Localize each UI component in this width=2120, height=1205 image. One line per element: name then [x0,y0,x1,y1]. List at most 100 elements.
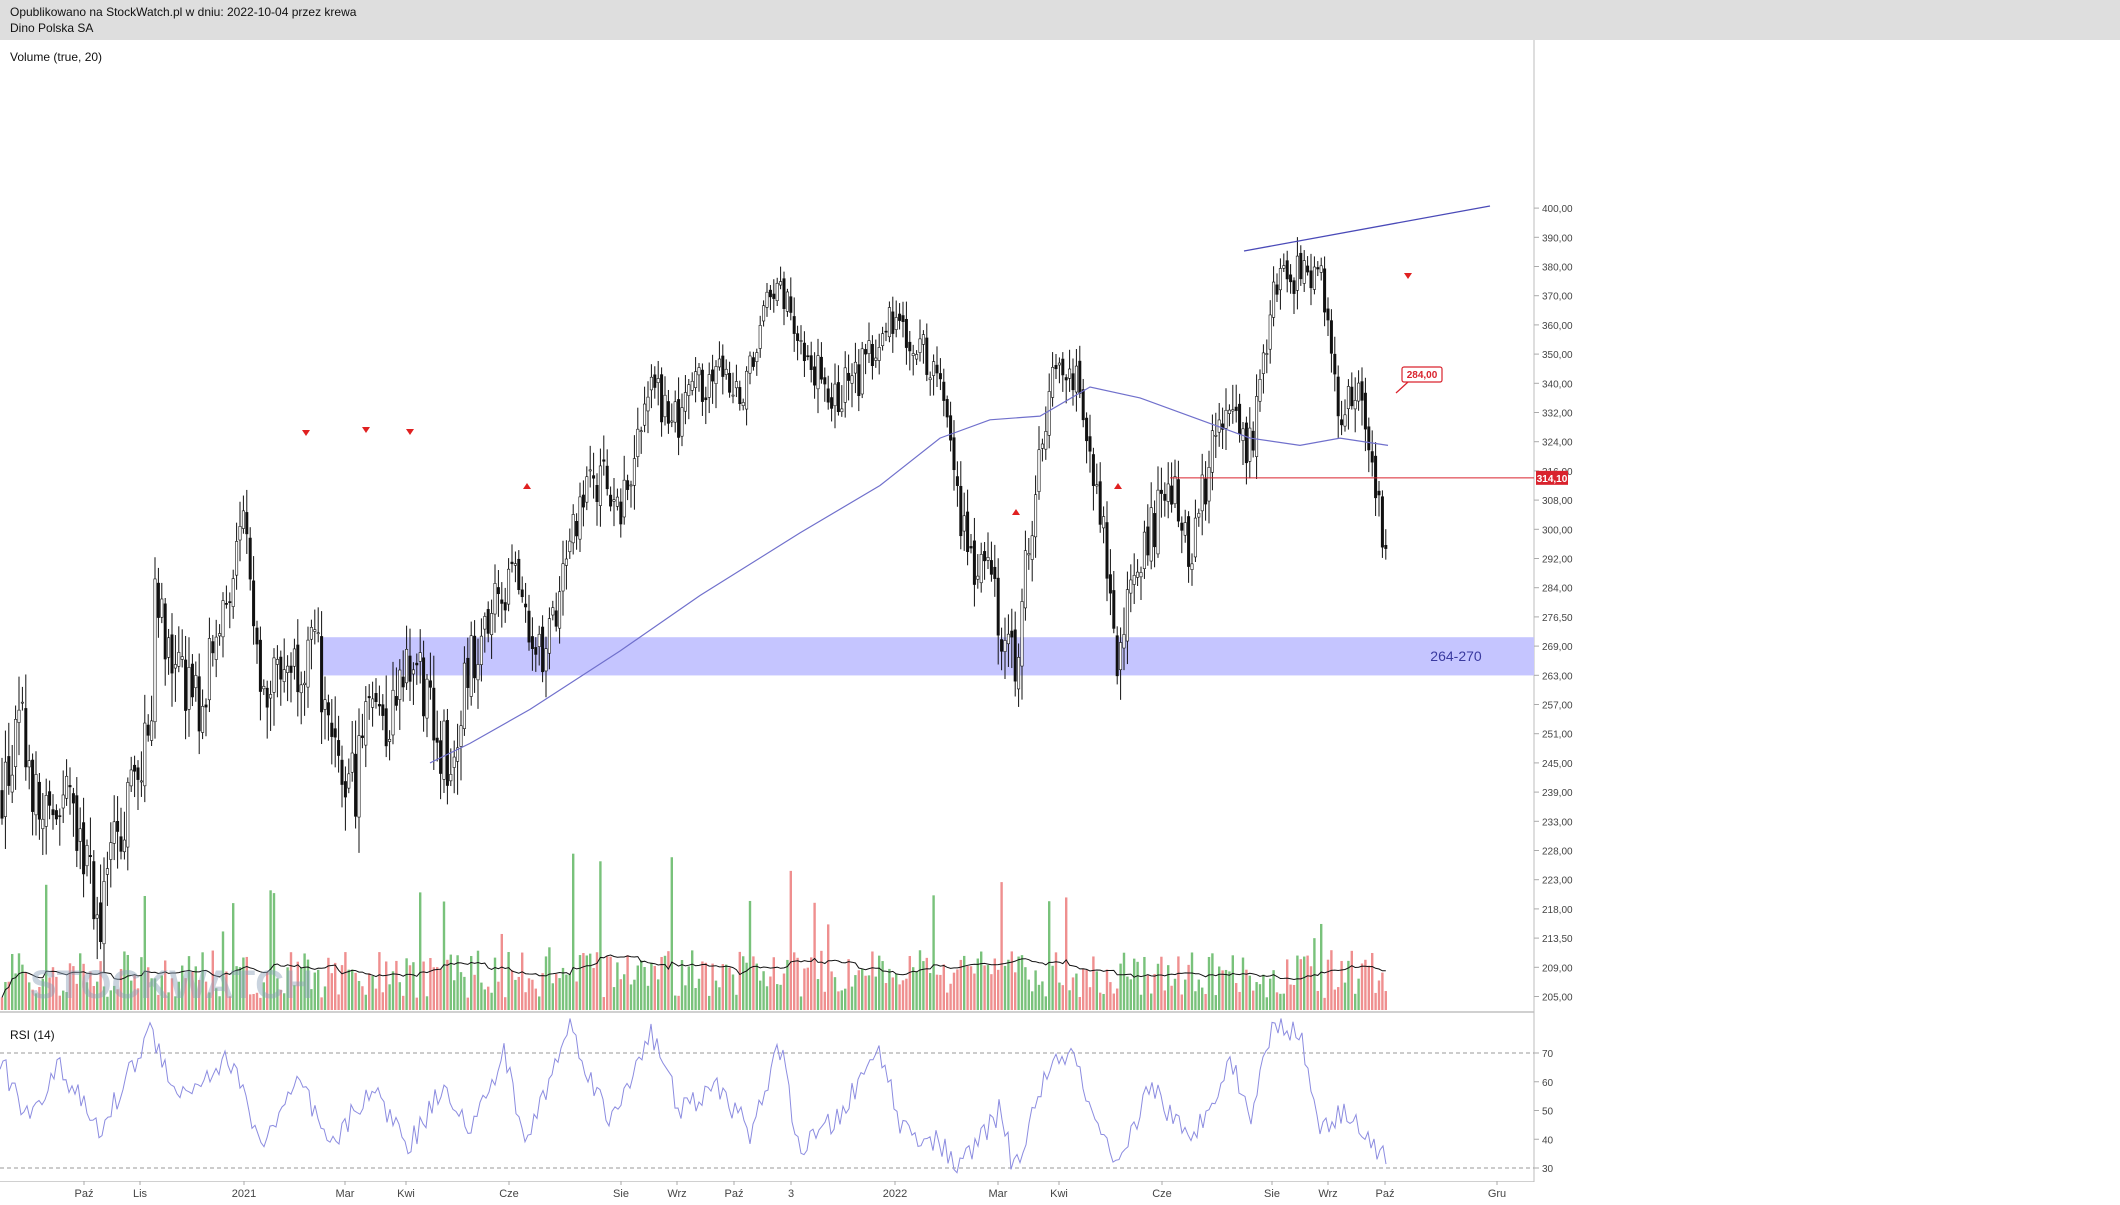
stockwatch-watermark: STOCKWATCH [30,963,313,1007]
volume-bar [1316,990,1319,1010]
volume-bar [466,997,469,1010]
volume-bar [1037,984,1041,1010]
volume-bar [1204,993,1207,1010]
candle-body [1258,379,1262,402]
candle-body [554,610,558,627]
volume-bar [1003,965,1007,1010]
volume-bar [1068,990,1071,1010]
candle-body [547,618,551,654]
support-zone-label: 264-270 [1430,648,1482,664]
volume-bar [1112,993,1115,1010]
volume-bar [1258,984,1262,1010]
volume-bar [684,985,687,1010]
target-callout-box[interactable] [1401,366,1443,383]
volume-bar [1041,981,1044,1010]
volume-bar [1160,956,1163,1010]
candle-body [432,687,436,741]
time-tick-label: Paź [75,1188,94,1200]
volume-bar [803,968,806,1010]
time-tick-label: Wrz [667,1188,686,1200]
candle-body [751,357,755,367]
candle-body [867,340,871,355]
candle-body [133,764,137,772]
candle-body [146,724,150,736]
candle-body [1374,455,1378,499]
candle-body [218,633,222,637]
candle-body [1176,479,1180,522]
candle-body [551,607,555,616]
volume-bar [211,950,214,1010]
candle-body [156,582,160,618]
candle-body [942,381,946,401]
volume-bar [14,973,17,1010]
volume-bar [1377,980,1381,1010]
candle-body [1302,260,1306,284]
volume-bar [524,992,527,1010]
candle-body [1210,430,1214,473]
candle-body [670,420,674,423]
candle-body [7,756,11,786]
price-tick-label: 239,00 [1542,788,1573,799]
candle-body [296,644,300,693]
candle-body [724,368,728,375]
candle-body [578,496,582,540]
candle-body [816,355,820,390]
volume-bar [884,983,888,1010]
candle-body [1044,431,1048,450]
candle-body [602,459,606,462]
volume-bar [663,955,667,1010]
volume-bar [1228,971,1231,1010]
candle-body [85,845,89,867]
volume-bar [1197,979,1200,1010]
volume-bar [830,971,833,1010]
candle-body [1170,485,1174,505]
candle-body [1316,267,1320,270]
volume-bar [881,961,884,1010]
candle-body [418,652,422,662]
candle-body [802,342,806,362]
candle-body [1023,550,1027,609]
candle-body [449,774,453,782]
candle-body [966,511,970,552]
candle-body [660,374,664,423]
volume-bar [470,956,473,1010]
volume-bar [340,965,344,1010]
volume-bar [1364,959,1367,1010]
volume-bar [1299,959,1302,1010]
volume-bar [796,957,799,1010]
candle-body [1295,255,1299,291]
candle-body [1071,373,1075,391]
candle-body [1278,268,1282,291]
candle-body [1326,308,1330,321]
volume-bar [1082,968,1085,1010]
price-tick-label: 360,00 [1542,321,1573,332]
candle-body [1333,353,1337,375]
volume-bar [1194,991,1197,1010]
volume-bar [147,967,150,1010]
candle-body [255,627,259,645]
candle-body [1074,365,1078,393]
panel-separator[interactable] [0,1011,1534,1013]
volume-bar [160,975,163,1010]
candle-body [323,699,327,710]
candle-body [656,378,660,383]
volume-bar [946,992,949,1010]
candle-body [275,659,279,665]
candle-body [785,291,789,312]
candle-body [996,577,1000,636]
volume-bar [898,984,901,1010]
time-tick-label: Kwi [1050,1188,1068,1200]
volume-bar [636,965,639,1010]
volume-bar [344,952,347,1010]
trend-line[interactable] [1243,205,1491,252]
candle-body [513,563,517,566]
candle-body [1360,381,1364,401]
candle-body [456,747,460,762]
candle-body [82,822,86,875]
candle-body [877,347,881,361]
candle-body [585,476,589,503]
price-tick-label: 223,00 [1542,876,1573,887]
volume-bar [1187,964,1190,1010]
candle-body [935,364,939,374]
